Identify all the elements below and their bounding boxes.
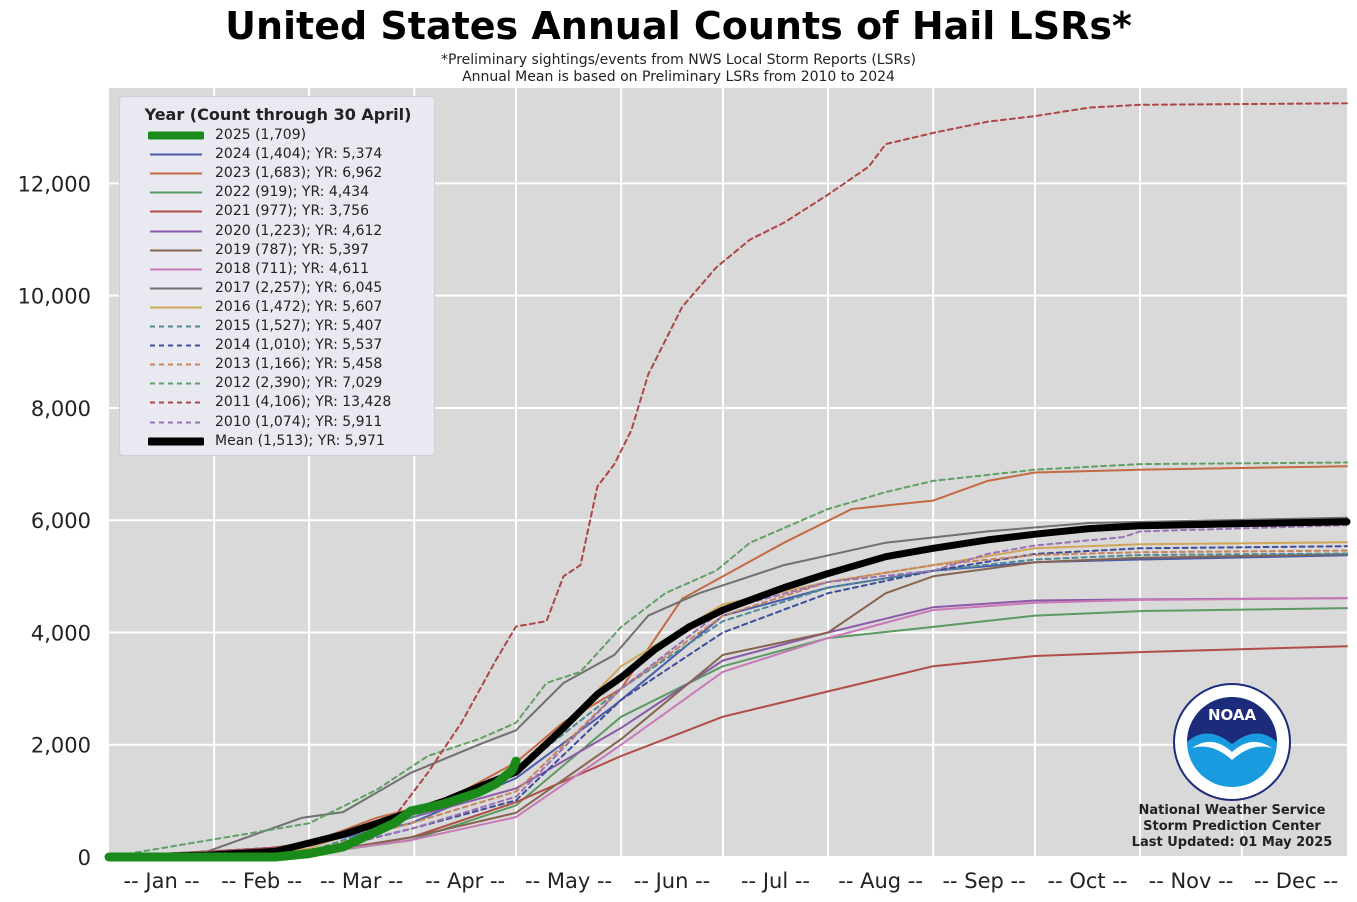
- legend-swatch: [150, 363, 202, 366]
- legend: Year (Count through 30 April) 2025 (1,70…: [119, 96, 435, 456]
- series-line: [108, 597, 1348, 858]
- x-tick-label: -- Apr --: [425, 869, 505, 893]
- series-line: [108, 553, 1348, 858]
- x-tick-label: -- Sep --: [942, 869, 1025, 893]
- y-tick-label: 12,000: [18, 172, 91, 196]
- series-line: [108, 461, 1348, 858]
- legend-label: 2010 (1,074); YR: 5,911: [215, 413, 383, 430]
- x-tick-label: -- Mar --: [320, 869, 403, 893]
- legend-swatch: [150, 249, 202, 252]
- legend-entry: 2012 (2,390); YR: 7,029: [120, 374, 436, 393]
- legend-label: 2022 (919); YR: 4,434: [215, 184, 369, 201]
- credit-block: National Weather Service Storm Predictio…: [1117, 803, 1347, 851]
- legend-swatch: [150, 401, 202, 404]
- legend-label: 2017 (2,257); YR: 6,045: [215, 279, 383, 296]
- series-line: [108, 102, 1348, 858]
- noaa-logo-text: NOAA: [1208, 706, 1257, 724]
- legend-entry: 2010 (1,074); YR: 5,911: [120, 413, 436, 432]
- legend-entry: 2016 (1,472); YR: 5,607: [120, 298, 436, 317]
- legend-label: 2016 (1,472); YR: 5,607: [215, 298, 383, 315]
- legend-entry: 2025 (1,709): [120, 126, 436, 145]
- legend-label: 2025 (1,709): [215, 127, 307, 143]
- legend-swatch: [150, 153, 202, 156]
- legend-label: 2015 (1,527); YR: 5,407: [215, 318, 383, 334]
- legend-entry: 2023 (1,683); YR: 6,962: [120, 164, 436, 183]
- x-tick-label: -- Feb --: [221, 869, 302, 893]
- legend-swatch: [150, 421, 202, 423]
- legend-label: 2024 (1,404); YR: 5,374: [215, 146, 383, 163]
- chart-subtitle-2: Annual Mean is based on Preliminary LSRs…: [462, 69, 895, 85]
- legend-label: 2023 (1,683); YR: 6,962: [215, 165, 383, 182]
- legend-swatch: [150, 172, 202, 175]
- y-axis: 0 2,000 4,000 6,000 8,000 10,000 12,000: [18, 172, 91, 870]
- legend-label: 2012 (2,390); YR: 7,029: [215, 375, 383, 392]
- legend-label: 2011 (4,106); YR: 13,428: [215, 394, 392, 411]
- series-line: [105, 518, 1351, 861]
- x-tick-label: -- Jun --: [634, 869, 710, 893]
- legend-entry: 2019 (787); YR: 5,397: [120, 241, 436, 260]
- series-line: [108, 524, 1348, 858]
- legend-entry: 2017 (2,257); YR: 6,045: [120, 279, 436, 298]
- x-tick-label: -- Aug --: [838, 869, 923, 893]
- legend-swatch: [148, 131, 204, 140]
- legend-swatch: [150, 306, 202, 309]
- legend-label: Mean (1,513); YR: 5,971: [215, 432, 385, 449]
- legend-label: 2021 (977); YR: 3,756: [215, 203, 369, 220]
- legend-label: 2020 (1,223); YR: 4,612: [215, 222, 383, 239]
- legend-swatch: [150, 230, 202, 232]
- legend-label: 2013 (1,166); YR: 5,458: [215, 356, 383, 373]
- legend-swatch: [150, 287, 202, 290]
- legend-swatch: [150, 325, 202, 328]
- x-tick-label: -- Nov --: [1149, 869, 1234, 893]
- legend-entry: 2024 (1,404); YR: 5,374: [120, 145, 436, 164]
- legend-label: 2018 (711); YR: 4,611: [215, 260, 369, 277]
- y-tick-label: 4,000: [31, 621, 91, 645]
- y-tick-label: 10,000: [18, 285, 91, 309]
- y-tick-label: 8,000: [31, 397, 91, 421]
- legend-entry: 2022 (919); YR: 4,434: [120, 183, 436, 202]
- y-tick-label: 0: [78, 846, 91, 870]
- credit-center: Storm Prediction Center: [1143, 819, 1321, 834]
- y-tick-label: 6,000: [31, 509, 91, 533]
- legend-entry: 2021 (977); YR: 3,756: [120, 202, 436, 221]
- legend-entry: 2011 (4,106); YR: 13,428: [120, 393, 436, 412]
- credit-agency: National Weather Service: [1138, 803, 1326, 818]
- series-layer: [104, 102, 1351, 862]
- x-tick-label: -- May --: [525, 869, 612, 893]
- credit-updated: Last Updated: 01 May 2025: [1131, 835, 1333, 850]
- legend-swatch: [150, 344, 202, 347]
- x-axis: -- Jan -- -- Feb -- -- Mar -- -- Apr -- -- M…: [124, 869, 1339, 893]
- legend-swatch: [150, 210, 202, 213]
- legend-entry: 2018 (711); YR: 4,611: [120, 260, 436, 279]
- series-line: [104, 756, 521, 862]
- legend-entry: 2015 (1,527); YR: 5,407: [120, 317, 436, 336]
- x-tick-label: -- Jul --: [741, 869, 810, 893]
- legend-swatch: [148, 437, 204, 446]
- legend-swatch: [150, 382, 202, 385]
- y-tick-label: 2,000: [31, 734, 91, 758]
- legend-entry: Mean (1,513); YR: 5,971: [120, 432, 436, 451]
- legend-swatch: [150, 191, 202, 194]
- series-line: [108, 465, 1348, 858]
- legend-label: 2014 (1,010); YR: 5,537: [215, 337, 383, 354]
- legend-swatch: [150, 268, 202, 271]
- legend-title: Year (Count through 30 April): [144, 105, 412, 124]
- noaa-logo: NOAA: [1173, 683, 1291, 801]
- x-tick-label: -- Dec --: [1254, 869, 1338, 893]
- legend-label: 2019 (787); YR: 5,397: [215, 241, 369, 258]
- x-tick-label: -- Jan --: [124, 869, 200, 893]
- x-tick-label: -- Oct --: [1048, 869, 1128, 893]
- legend-entry: 2014 (1,010); YR: 5,537: [120, 336, 436, 355]
- chart-subtitle-1: *Preliminary sightings/events from NWS L…: [441, 52, 916, 68]
- chart-title: United States Annual Counts of Hail LSRs…: [225, 4, 1132, 48]
- legend-entry: 2020 (1,223); YR: 4,612: [120, 222, 436, 241]
- legend-entry: 2013 (1,166); YR: 5,458: [120, 355, 436, 374]
- series-line: [108, 516, 1348, 858]
